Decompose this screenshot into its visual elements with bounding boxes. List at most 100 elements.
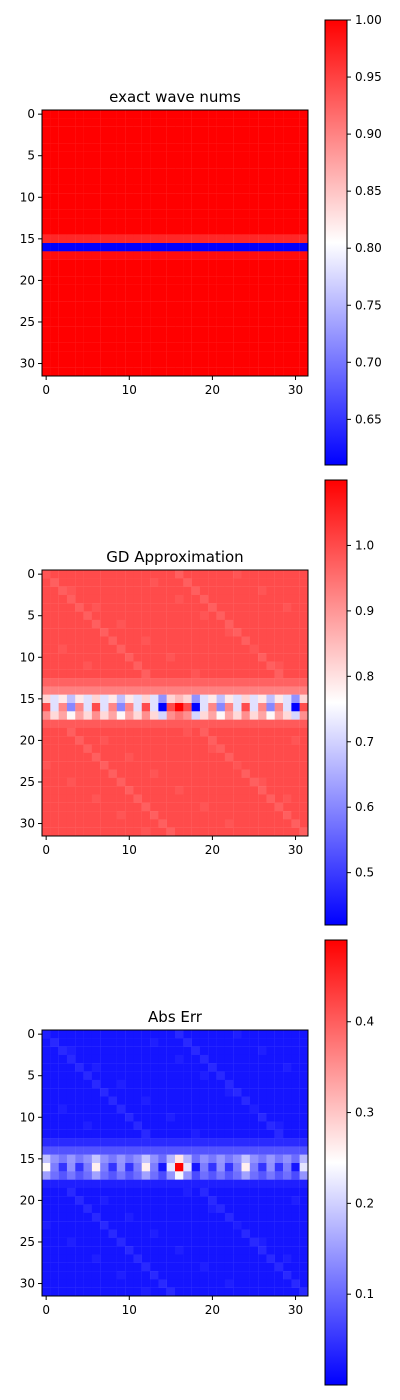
heatmap-cell xyxy=(208,1063,217,1072)
heatmap-cell xyxy=(158,151,167,161)
heatmap-cell xyxy=(133,719,142,729)
heatmap-cell xyxy=(100,611,109,621)
heatmap-cell xyxy=(83,276,93,285)
heatmap-cell xyxy=(283,761,292,770)
heatmap-cell xyxy=(91,794,101,803)
heatmap-cell xyxy=(158,603,167,612)
heatmap-cell xyxy=(58,267,68,277)
heatmap-cell xyxy=(50,811,59,820)
heatmap-cell xyxy=(208,1204,217,1214)
heatmap-cell xyxy=(258,134,267,144)
heatmap-cell xyxy=(291,267,300,277)
heatmap-cell xyxy=(299,1079,309,1089)
heatmap-cell xyxy=(291,110,300,119)
heatmap-cell xyxy=(299,1287,309,1297)
heatmap-cell xyxy=(258,1287,267,1297)
heatmap-cell xyxy=(283,226,292,235)
heatmap-cell xyxy=(166,1221,176,1230)
heatmap-cell xyxy=(191,686,201,695)
heatmap-cell xyxy=(191,284,201,294)
heatmap-cell xyxy=(50,1271,59,1280)
heatmap-cell xyxy=(175,794,184,803)
heatmap-cell xyxy=(100,653,109,662)
heatmap-cell xyxy=(249,1254,259,1263)
heatmap-cell xyxy=(216,636,226,645)
heatmap-cell xyxy=(241,1237,250,1247)
heatmap-cell xyxy=(175,1163,184,1172)
heatmap-cell xyxy=(58,1113,68,1122)
heatmap-cell xyxy=(100,794,109,803)
heatmap-cell xyxy=(150,226,159,235)
heatmap-cell xyxy=(66,711,76,720)
heatmap-cell xyxy=(50,669,59,679)
heatmap-cell xyxy=(233,611,242,621)
heatmap-cell xyxy=(299,761,309,770)
colorbar-tick-label: 0.1 xyxy=(355,1287,374,1301)
heatmap-cell xyxy=(50,603,59,612)
heatmap-cell xyxy=(249,653,259,662)
heatmap-cell xyxy=(283,1046,292,1056)
heatmap-cell xyxy=(191,1063,201,1072)
heatmap-cell xyxy=(75,1046,84,1056)
heatmap-cell xyxy=(266,1063,275,1072)
heatmap-cell xyxy=(116,317,126,327)
heatmap-cell xyxy=(42,359,51,368)
heatmap-cell xyxy=(133,351,142,360)
heatmap-cell xyxy=(216,1138,226,1147)
heatmap-cell xyxy=(116,309,126,318)
heatmap-cell xyxy=(75,1071,84,1081)
heatmap-cell xyxy=(208,359,217,368)
heatmap-cell xyxy=(216,1246,226,1255)
heatmap-cell xyxy=(66,794,76,803)
heatmap-cell xyxy=(283,143,292,152)
heatmap-cell xyxy=(100,1187,109,1197)
heatmap-cell xyxy=(141,1104,151,1114)
heatmap-cell xyxy=(191,334,201,343)
heatmap-cell xyxy=(216,1237,226,1247)
colorbar-tick-label: 0.75 xyxy=(355,298,382,312)
heatmap-cell xyxy=(66,159,76,169)
heatmap-cell xyxy=(125,1096,134,1105)
heatmap-cell xyxy=(58,1030,68,1039)
colorbar-gradient xyxy=(324,479,348,926)
heatmap-cell xyxy=(241,1221,250,1230)
heatmap-cell xyxy=(291,653,300,662)
heatmap-cell xyxy=(58,619,68,629)
heatmap-cell xyxy=(258,292,267,302)
heatmap-cell xyxy=(83,678,93,687)
heatmap-cell xyxy=(183,711,192,720)
heatmap-cell xyxy=(42,234,51,244)
heatmap-cell xyxy=(108,736,117,745)
heatmap-cell xyxy=(266,351,275,360)
heatmap-cell xyxy=(91,1054,101,1064)
heatmap-cell xyxy=(133,201,142,210)
heatmap-cell xyxy=(83,628,93,637)
heatmap-cell xyxy=(58,1229,68,1238)
heatmap-cell xyxy=(283,1262,292,1272)
heatmap-cell xyxy=(291,218,300,227)
heatmap-cell xyxy=(150,151,159,161)
heatmap-cell xyxy=(125,1104,134,1114)
heatmap-cell xyxy=(183,334,192,343)
heatmap-cell xyxy=(58,1287,68,1297)
heatmap-cell xyxy=(208,168,217,177)
heatmap-cell xyxy=(166,367,176,377)
heatmap-cell xyxy=(133,586,142,596)
heatmap-cell xyxy=(141,326,151,335)
heatmap-cell xyxy=(50,694,59,704)
heatmap-cell xyxy=(258,1171,267,1180)
heatmap-cell xyxy=(249,744,259,754)
heatmap-cell xyxy=(191,719,201,729)
heatmap-cell xyxy=(283,1187,292,1197)
heatmap-cell xyxy=(191,1088,201,1097)
heatmap-cell xyxy=(166,1187,176,1197)
heatmap-cell xyxy=(299,342,309,352)
heatmap-cell xyxy=(42,1046,51,1056)
heatmap-cell xyxy=(183,151,192,161)
heatmap-cell xyxy=(108,761,117,770)
heatmap-cell xyxy=(133,1187,142,1197)
heatmap-cell xyxy=(108,1121,117,1130)
heatmap-cell xyxy=(183,686,192,695)
heatmap-cell xyxy=(83,159,93,169)
heatmap-cell xyxy=(58,334,68,343)
